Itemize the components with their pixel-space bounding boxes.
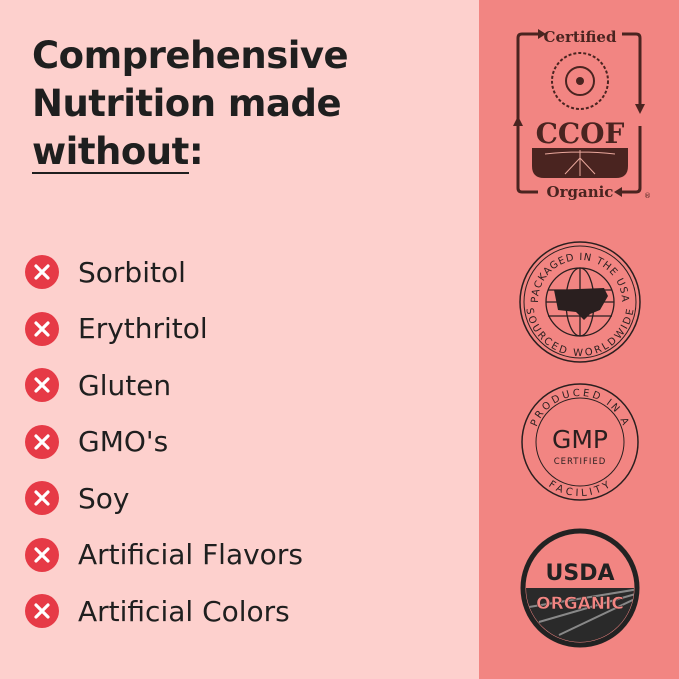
gmp-top-text: PRODUCED IN A (529, 388, 629, 428)
gmp-sub-text: CERTIFIED (554, 457, 607, 467)
organic-text: ORGANIC (536, 594, 624, 614)
sunflower-icon (551, 52, 609, 110)
gmp-certified-badge: PRODUCED IN A FACILITY GMP CERTIFIED (521, 383, 639, 501)
headline-line1: Comprehensive (32, 34, 349, 77)
usda-organic-badge: USDA ORGANIC (520, 528, 640, 648)
ccof-top-text: Certified (544, 28, 617, 46)
list-item: Artificial Colors (25, 583, 303, 640)
left-panel (0, 0, 479, 679)
headline-colon: : (188, 130, 204, 173)
without-list: Sorbitol Erythritol Gluten GMO's Soy Artifici… (25, 244, 303, 640)
list-item-label: Gluten (78, 368, 172, 402)
headline: Comprehensive Nutrition made without: (32, 32, 349, 176)
ccof-certified-organic-badge: Certified CCOF Organic ® (513, 28, 650, 201)
headline-line2: Nutrition made (32, 82, 342, 125)
ccof-name: CCOF (536, 117, 625, 150)
x-circle-icon (25, 424, 59, 459)
list-item: Erythritol (25, 301, 303, 358)
list-item: Soy (25, 470, 303, 527)
x-circle-icon (25, 368, 59, 403)
gmp-bottom-text: FACILITY (547, 479, 612, 499)
list-item: Gluten (25, 357, 303, 414)
list-item-label: Artificial Flavors (78, 538, 303, 572)
usa-map-icon (554, 288, 608, 320)
x-circle-icon (25, 311, 59, 346)
list-item-label: Artificial Colors (78, 594, 290, 628)
svg-text:FACILITY: FACILITY (547, 479, 614, 499)
list-item: Artificial Flavors (25, 527, 303, 584)
list-item-label: Soy (78, 481, 130, 515)
list-item-label: GMO's (78, 425, 169, 459)
list-item: GMO's (25, 414, 303, 471)
usda-text: USDA (546, 561, 615, 586)
x-circle-icon (25, 255, 59, 290)
packaged-in-usa-badge: PACKAGED IN THE USA SOURCED WORLDWIDE (519, 241, 641, 363)
registered-mark: ® (644, 192, 650, 200)
x-circle-icon (25, 481, 59, 516)
x-circle-icon (25, 594, 59, 629)
gmp-text: GMP (552, 425, 608, 454)
list-item-label: Erythritol (78, 312, 208, 346)
headline-underlined-word: without (32, 130, 189, 174)
x-circle-icon (25, 537, 59, 572)
svg-text:PRODUCED IN A: PRODUCED IN A (529, 388, 631, 428)
list-item: Sorbitol (25, 244, 303, 301)
list-item-label: Sorbitol (78, 255, 186, 289)
right-panel (479, 0, 679, 679)
ccof-bottom-text: Organic (547, 183, 614, 201)
